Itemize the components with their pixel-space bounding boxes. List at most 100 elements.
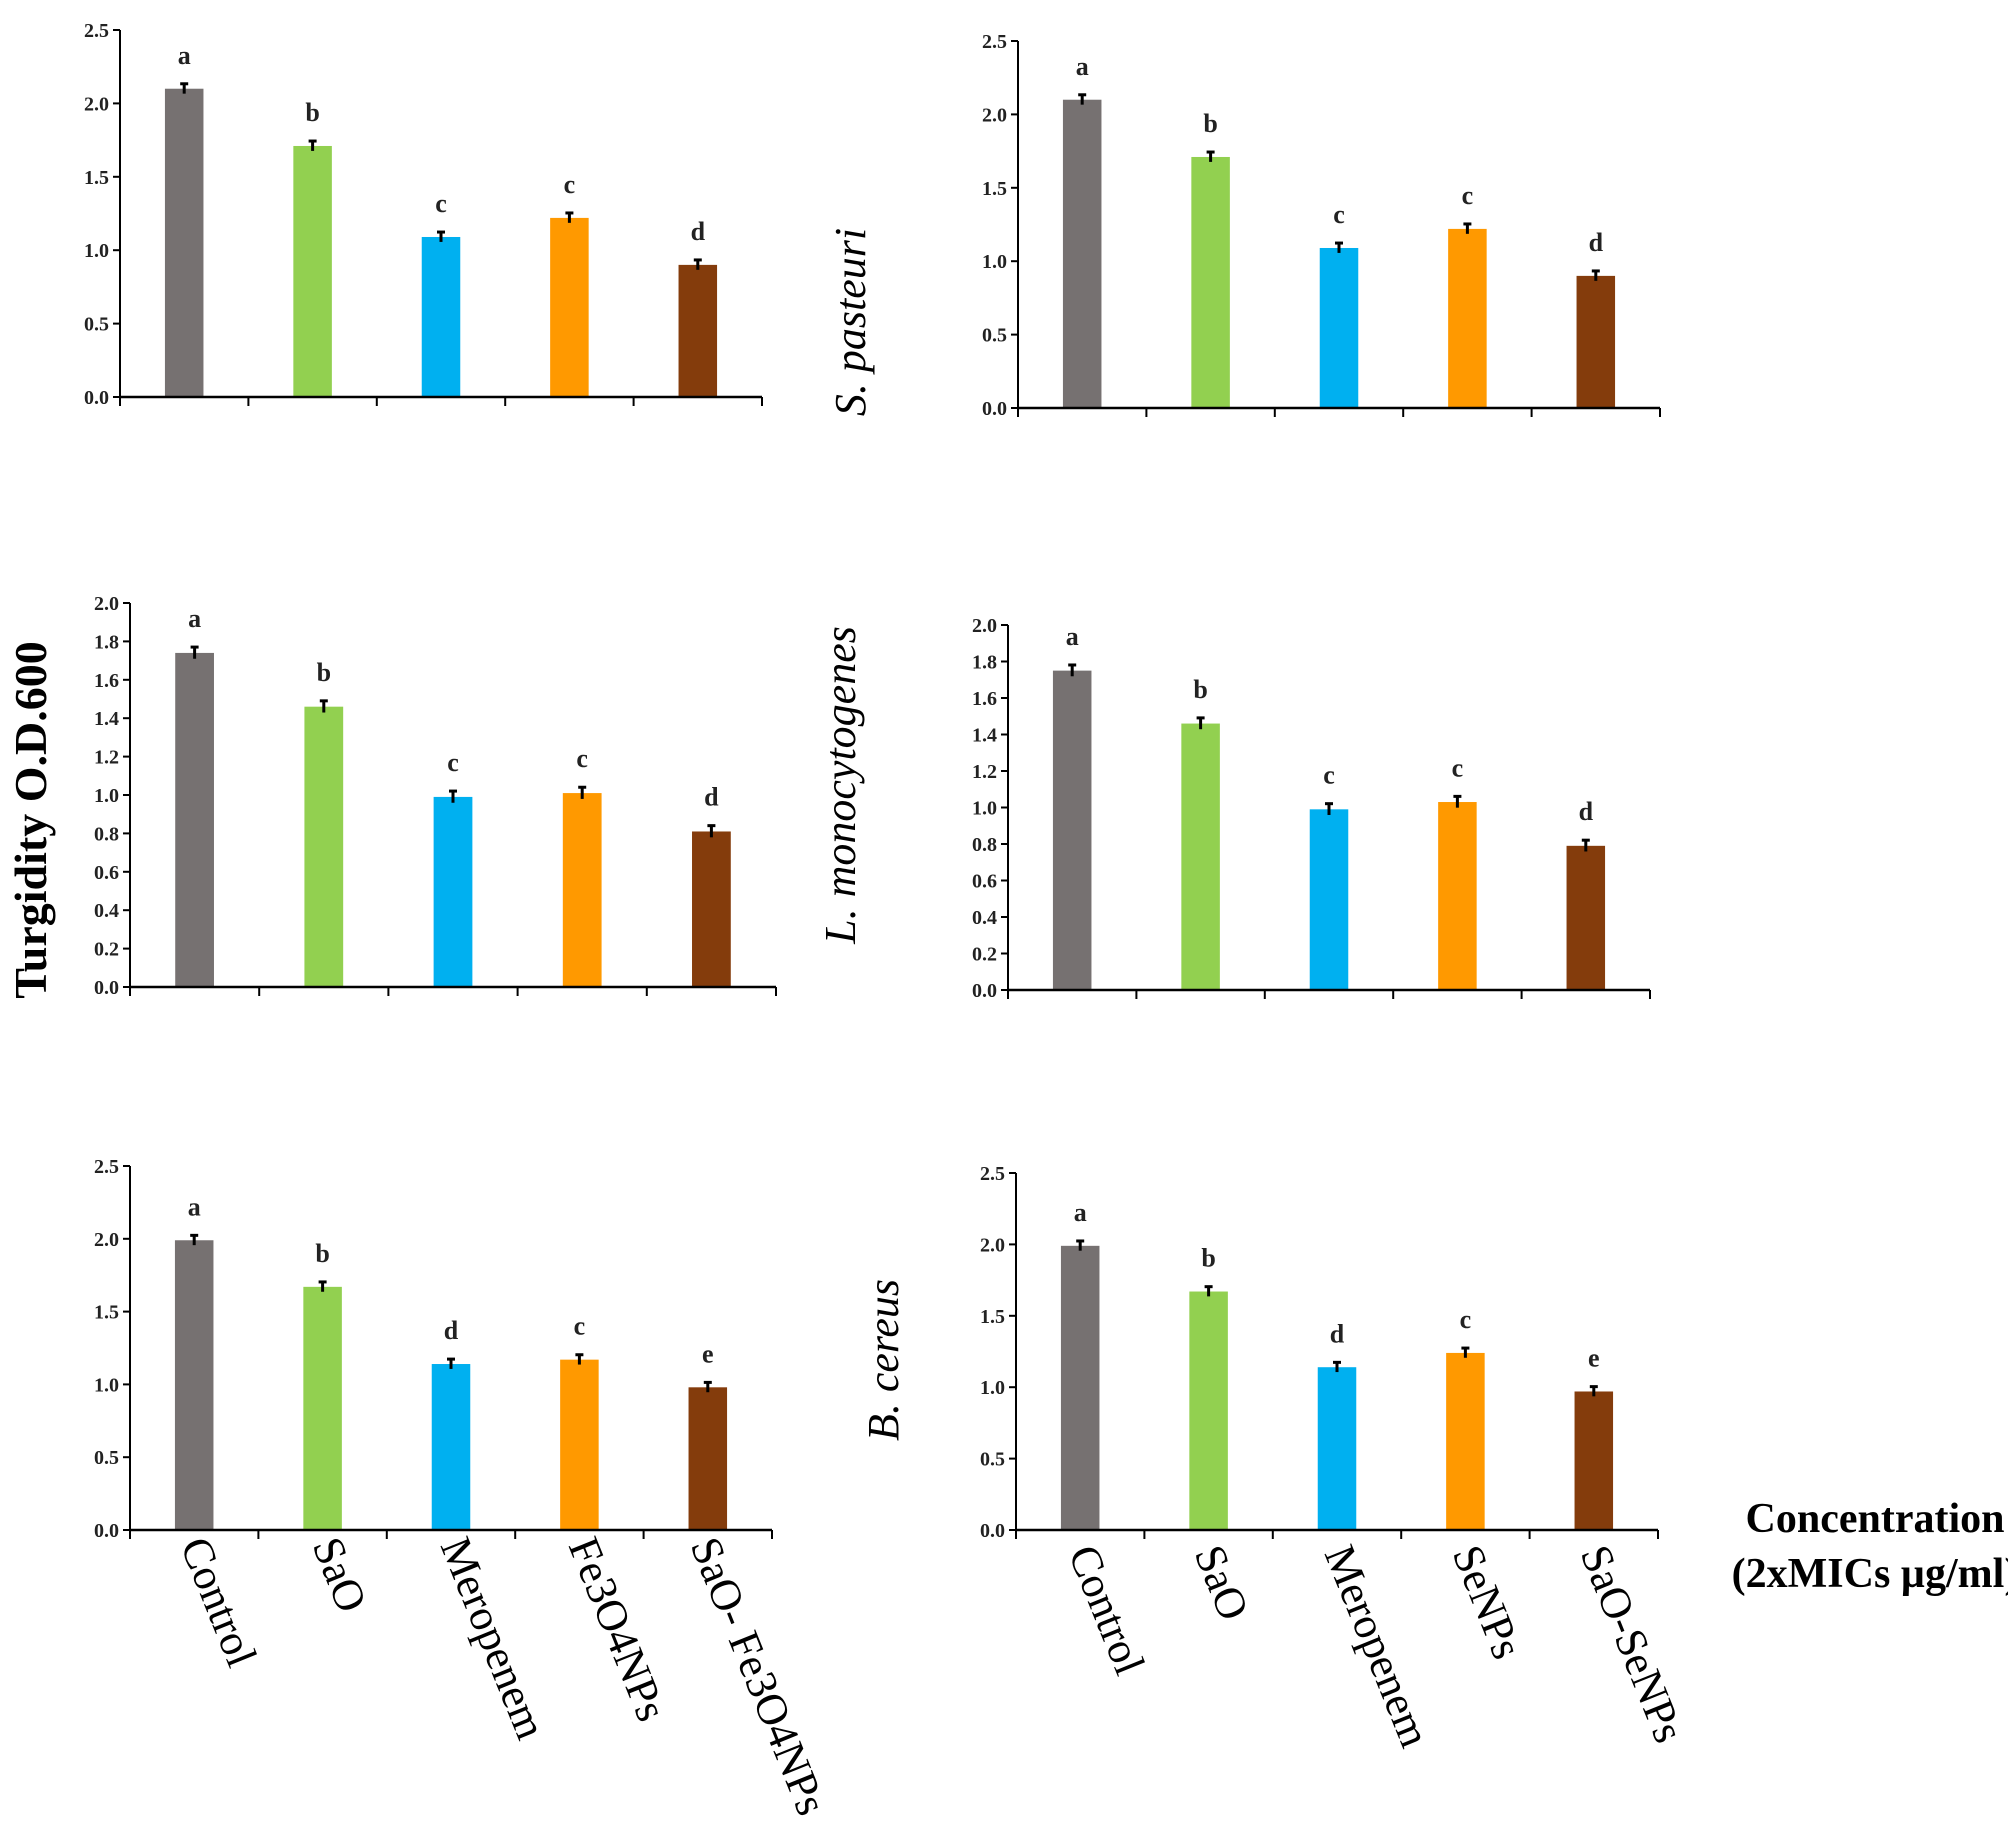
species-label: L. monocytogenes	[816, 626, 865, 945]
bar	[421, 236, 461, 397]
y-tick-label: 0.5	[84, 314, 109, 336]
significance-label: a	[1074, 1198, 1087, 1227]
y-tick-label: 2.0	[94, 1229, 119, 1251]
significance-label: c	[576, 744, 588, 773]
significance-label: e	[1588, 1344, 1600, 1373]
significance-label: c	[564, 170, 576, 199]
significance-label: c	[1452, 753, 1464, 782]
chart-top-right: 0.0 0.5 1.0 1.5 2.0 2.5 a b c c d S. pasteuri	[826, 31, 1661, 420]
y-tick-label: 0.4	[94, 900, 119, 922]
significance-label: c	[1333, 200, 1345, 229]
bar	[1317, 1367, 1357, 1530]
y-tick-label: 0.4	[972, 907, 997, 929]
bar	[550, 217, 589, 397]
significance-label: b	[317, 658, 331, 687]
species-label: S. pasteuri	[826, 228, 875, 416]
bar	[1060, 1245, 1100, 1530]
species-label: B. cereus	[859, 1279, 908, 1441]
y-tick-label: 0.2	[972, 944, 997, 966]
chart-middle-left: 0.0 0.2 0.4 0.6 0.8 1.0 1.2 1.4 1.6 1.8 2.0 a b c c d	[94, 593, 777, 999]
y-tick-label: 1.0	[980, 1377, 1005, 1399]
bar	[678, 264, 718, 397]
y-tick-label: 1.0	[94, 1374, 119, 1396]
significance-label: d	[1330, 1319, 1345, 1348]
y-tick-label: 2.0	[972, 615, 997, 637]
chart-panels: 0.0 0.5 1.0 1.5 2.0 2.5 a b c c d 0.0 0.5 1.0 1.5 2.0 2.…	[84, 20, 1661, 1542]
y-tick-label: 0.8	[972, 834, 997, 856]
significance-label: c	[1323, 761, 1335, 790]
bar	[431, 1364, 471, 1530]
concentration-label-line2: (2xMICs µg/ml)	[1732, 1551, 2008, 1597]
concentration-label-line1: Concentration	[1746, 1496, 2005, 1542]
bar	[1181, 723, 1220, 990]
significance-label: c	[1462, 181, 1474, 210]
y-tick-label: 0.0	[94, 977, 119, 999]
y-tick-label: 2.0	[980, 1234, 1005, 1256]
y-tick-label: 0.0	[982, 398, 1007, 420]
significance-label: a	[188, 1192, 201, 1221]
y-tick-label: 1.6	[972, 688, 997, 710]
bar	[1191, 156, 1230, 408]
y-tick-label: 1.6	[94, 670, 119, 692]
bar	[164, 88, 204, 397]
bar	[1576, 275, 1616, 408]
bar	[1189, 1291, 1228, 1530]
bar	[1448, 228, 1487, 408]
y-tick-label: 1.0	[84, 240, 109, 262]
bar	[303, 1286, 342, 1530]
y-tick-label: 0.6	[972, 871, 997, 893]
significance-label: d	[1579, 797, 1594, 826]
y-tick-label: 2.5	[84, 20, 109, 42]
y-tick-label: 1.0	[94, 785, 119, 807]
y-tick-label: 0.5	[94, 1447, 119, 1469]
bar	[560, 1359, 599, 1530]
y-tick-label: 0.6	[94, 862, 119, 884]
y-tick-label: 2.5	[982, 31, 1007, 53]
y-tick-label: 0.0	[94, 1520, 119, 1542]
y-tick-label: 0.2	[94, 939, 119, 961]
y-tick-label: 1.4	[972, 725, 997, 747]
significance-label: a	[1076, 52, 1089, 81]
y-tick-label: 2.5	[980, 1163, 1005, 1185]
y-tick-label: 2.0	[84, 93, 109, 115]
y-tick-label: 1.5	[94, 1302, 119, 1324]
significance-label: a	[1066, 622, 1079, 651]
y-tick-label: 1.5	[980, 1306, 1005, 1328]
significance-label: b	[305, 98, 319, 127]
bar	[433, 796, 473, 987]
significance-label: c	[1460, 1305, 1472, 1334]
chart-top-left: 0.0 0.5 1.0 1.5 2.0 2.5 a b c c d	[84, 20, 763, 409]
y-tick-label: 1.5	[84, 167, 109, 189]
significance-label: c	[447, 748, 459, 777]
y-tick-label: 0.0	[980, 1520, 1005, 1542]
y-tick-label: 0.0	[972, 980, 997, 1002]
bar	[1062, 99, 1102, 408]
significance-label: c	[435, 189, 447, 218]
significance-label: b	[315, 1239, 329, 1268]
significance-label: b	[1203, 109, 1217, 138]
y-tick-label: 1.0	[972, 798, 997, 820]
bar	[1052, 670, 1092, 990]
y-tick-label: 1.2	[94, 747, 119, 769]
y-tick-label: 0.0	[84, 387, 109, 409]
bar	[688, 1387, 728, 1530]
significance-label: d	[691, 217, 706, 246]
bar	[1574, 1391, 1614, 1530]
y-tick-label: 0.5	[980, 1449, 1005, 1471]
y-tick-label: 1.8	[94, 631, 119, 653]
y-tick-label: 2.5	[94, 1156, 119, 1178]
significance-label: b	[1201, 1244, 1215, 1273]
y-tick-label: 0.8	[94, 823, 119, 845]
significance-label: a	[178, 41, 191, 70]
chart-bottom-left: 0.0 0.5 1.0 1.5 2.0 2.5 a b d c e	[94, 1156, 773, 1542]
bar	[1566, 845, 1606, 990]
bar	[1446, 1352, 1485, 1530]
significance-label: b	[1193, 675, 1207, 704]
significance-label: d	[444, 1316, 459, 1345]
bar	[1438, 802, 1477, 990]
bar	[293, 145, 332, 397]
chart-middle-right: 0.0 0.2 0.4 0.6 0.8 1.0 1.2 1.4 1.6 1.8 2.0 a b c c d L.…	[816, 615, 1651, 1002]
significance-label: c	[574, 1312, 586, 1341]
bar	[562, 793, 602, 987]
